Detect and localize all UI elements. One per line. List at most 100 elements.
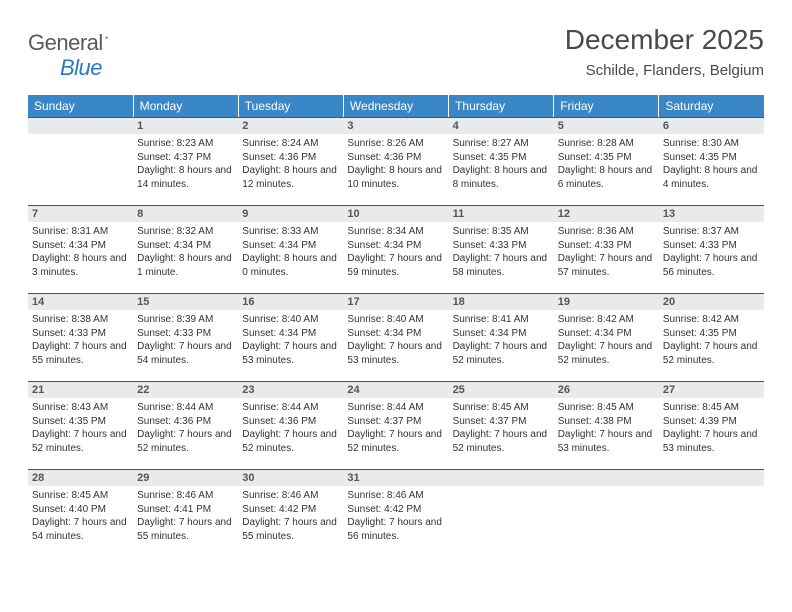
day-info: Sunrise: 8:39 AMSunset: 4:33 PMDaylight:… (137, 313, 234, 367)
calendar-day-cell (28, 117, 133, 205)
day-number: 17 (343, 293, 448, 310)
day-info: Sunrise: 8:46 AMSunset: 4:42 PMDaylight:… (347, 489, 444, 543)
day-info: Sunrise: 8:45 AMSunset: 4:40 PMDaylight:… (32, 489, 129, 543)
calendar-week-row: 21Sunrise: 8:43 AMSunset: 4:35 PMDayligh… (28, 381, 764, 469)
day-number: 6 (659, 117, 764, 134)
calendar-day-cell: 25 Sunrise: 8:45 AMSunset: 4:37 PMDayligh… (449, 381, 554, 469)
day-number: 7 (28, 205, 133, 222)
day-number: 3 (343, 117, 448, 134)
calendar-day-cell: 18 Sunrise: 8:41 AMSunset: 4:34 PMDayligh… (449, 293, 554, 381)
day-info: Sunrise: 8:24 AMSunset: 4:36 PMDaylight:… (242, 137, 339, 191)
calendar-day-cell (449, 469, 554, 557)
day-info: Sunrise: 8:42 AMSunset: 4:35 PMDaylight:… (663, 313, 760, 367)
logo: General (28, 24, 127, 56)
calendar-day-cell: 31 Sunrise: 8:46 AMSunset: 4:42 PMDayligh… (343, 469, 448, 557)
calendar-week-row: 7 Sunrise: 8:31 AMSunset: 4:34 PMDaylight… (28, 205, 764, 293)
day-number (659, 469, 764, 486)
day-number: 24 (343, 381, 448, 398)
day-info: Sunrise: 8:38 AMSunset: 4:33 PMDaylight:… (32, 313, 129, 367)
day-info: Sunrise: 8:44 AMSunset: 4:36 PMDaylight:… (137, 401, 234, 455)
calendar-day-cell: 19Sunrise: 8:42 AMSunset: 4:34 PMDayligh… (554, 293, 659, 381)
calendar-table: Sunday Monday Tuesday Wednesday Thursday… (28, 95, 764, 557)
day-number: 1 (133, 117, 238, 134)
calendar-day-cell: 9 Sunrise: 8:33 AMSunset: 4:34 PMDaylight… (238, 205, 343, 293)
day-number: 18 (449, 293, 554, 310)
day-number: 19 (554, 293, 659, 310)
logo-text-general: General (28, 30, 103, 56)
day-number: 14 (28, 293, 133, 310)
logo-text-blue: Blue (60, 55, 102, 80)
calendar-day-cell: 5 Sunrise: 8:28 AMSunset: 4:35 PMDaylight… (554, 117, 659, 205)
day-number: 15 (133, 293, 238, 310)
day-info: Sunrise: 8:33 AMSunset: 4:34 PMDaylight:… (242, 225, 339, 279)
calendar-day-cell: 15 Sunrise: 8:39 AMSunset: 4:33 PMDayligh… (133, 293, 238, 381)
logo-sail-icon (105, 28, 108, 46)
day-info: Sunrise: 8:23 AMSunset: 4:37 PMDaylight:… (137, 137, 234, 191)
day-info: Sunrise: 8:46 AMSunset: 4:42 PMDaylight:… (242, 489, 339, 543)
day-number: 4 (449, 117, 554, 134)
day-info: Sunrise: 8:32 AMSunset: 4:34 PMDaylight:… (137, 225, 234, 279)
day-number: 28 (28, 469, 133, 486)
day-number: 9 (238, 205, 343, 222)
calendar-day-cell: 8 Sunrise: 8:32 AMSunset: 4:34 PMDaylight… (133, 205, 238, 293)
calendar-day-cell: 24 Sunrise: 8:44 AMSunset: 4:37 PMDayligh… (343, 381, 448, 469)
calendar-day-cell: 1 Sunrise: 8:23 AMSunset: 4:37 PMDaylight… (133, 117, 238, 205)
weekday-header: Friday (554, 95, 659, 117)
day-number: 5 (554, 117, 659, 134)
day-info: Sunrise: 8:40 AMSunset: 4:34 PMDaylight:… (347, 313, 444, 367)
day-info: Sunrise: 8:43 AMSunset: 4:35 PMDaylight:… (32, 401, 129, 455)
day-number: 22 (133, 381, 238, 398)
calendar-day-cell: 23Sunrise: 8:44 AMSunset: 4:36 PMDayligh… (238, 381, 343, 469)
calendar-day-cell: 2 Sunrise: 8:24 AMSunset: 4:36 PMDaylight… (238, 117, 343, 205)
calendar-day-cell: 11Sunrise: 8:35 AMSunset: 4:33 PMDayligh… (449, 205, 554, 293)
day-number: 25 (449, 381, 554, 398)
weekday-header-row: Sunday Monday Tuesday Wednesday Thursday… (28, 95, 764, 117)
day-info: Sunrise: 8:46 AMSunset: 4:41 PMDaylight:… (137, 489, 234, 543)
calendar-day-cell: 4 Sunrise: 8:27 AMSunset: 4:35 PMDaylight… (449, 117, 554, 205)
day-number: 8 (133, 205, 238, 222)
calendar-day-cell: 10Sunrise: 8:34 AMSunset: 4:34 PMDayligh… (343, 205, 448, 293)
weekday-header: Thursday (449, 95, 554, 117)
day-number: 23 (238, 381, 343, 398)
day-number (554, 469, 659, 486)
day-info: Sunrise: 8:30 AMSunset: 4:35 PMDaylight:… (663, 137, 760, 191)
calendar-day-cell: 6 Sunrise: 8:30 AMSunset: 4:35 PMDaylight… (659, 117, 764, 205)
calendar-day-cell: 28 Sunrise: 8:45 AMSunset: 4:40 PMDayligh… (28, 469, 133, 557)
day-info: Sunrise: 8:26 AMSunset: 4:36 PMDaylight:… (347, 137, 444, 191)
weekday-header: Monday (133, 95, 238, 117)
calendar-day-cell: 21Sunrise: 8:43 AMSunset: 4:35 PMDayligh… (28, 381, 133, 469)
calendar-day-cell: 14 Sunrise: 8:38 AMSunset: 4:33 PMDayligh… (28, 293, 133, 381)
day-number: 31 (343, 469, 448, 486)
calendar-day-cell: 7 Sunrise: 8:31 AMSunset: 4:34 PMDaylight… (28, 205, 133, 293)
weekday-header: Tuesday (238, 95, 343, 117)
day-info: Sunrise: 8:34 AMSunset: 4:34 PMDaylight:… (347, 225, 444, 279)
day-info: Sunrise: 8:44 AMSunset: 4:37 PMDaylight:… (347, 401, 444, 455)
weekday-header: Saturday (659, 95, 764, 117)
calendar-day-cell: 3 Sunrise: 8:26 AMSunset: 4:36 PMDaylight… (343, 117, 448, 205)
day-number: 20 (659, 293, 764, 310)
day-info: Sunrise: 8:35 AMSunset: 4:33 PMDaylight:… (453, 225, 550, 279)
day-number: 16 (238, 293, 343, 310)
day-info: Sunrise: 8:28 AMSunset: 4:35 PMDaylight:… (558, 137, 655, 191)
day-info: Sunrise: 8:31 AMSunset: 4:34 PMDaylight:… (32, 225, 129, 279)
calendar-week-row: 1 Sunrise: 8:23 AMSunset: 4:37 PMDaylight… (28, 117, 764, 205)
calendar-day-cell: 27Sunrise: 8:45 AMSunset: 4:39 PMDayligh… (659, 381, 764, 469)
weekday-header: Sunday (28, 95, 133, 117)
day-info: Sunrise: 8:41 AMSunset: 4:34 PMDaylight:… (453, 313, 550, 367)
calendar-day-cell (659, 469, 764, 557)
day-number: 29 (133, 469, 238, 486)
day-number: 2 (238, 117, 343, 134)
calendar-day-cell: 12Sunrise: 8:36 AMSunset: 4:33 PMDayligh… (554, 205, 659, 293)
day-number: 30 (238, 469, 343, 486)
calendar-day-cell: 30 Sunrise: 8:46 AMSunset: 4:42 PMDayligh… (238, 469, 343, 557)
day-info: Sunrise: 8:37 AMSunset: 4:33 PMDaylight:… (663, 225, 760, 279)
calendar-day-cell: 17 Sunrise: 8:40 AMSunset: 4:34 PMDayligh… (343, 293, 448, 381)
calendar-week-row: 28 Sunrise: 8:45 AMSunset: 4:40 PMDayligh… (28, 469, 764, 557)
day-info: Sunrise: 8:27 AMSunset: 4:35 PMDaylight:… (453, 137, 550, 191)
calendar-week-row: 14 Sunrise: 8:38 AMSunset: 4:33 PMDayligh… (28, 293, 764, 381)
day-number (449, 469, 554, 486)
day-info: Sunrise: 8:45 AMSunset: 4:37 PMDaylight:… (453, 401, 550, 455)
day-info: Sunrise: 8:45 AMSunset: 4:38 PMDaylight:… (558, 401, 655, 455)
day-number: 13 (659, 205, 764, 222)
calendar-day-cell: 26Sunrise: 8:45 AMSunset: 4:38 PMDayligh… (554, 381, 659, 469)
